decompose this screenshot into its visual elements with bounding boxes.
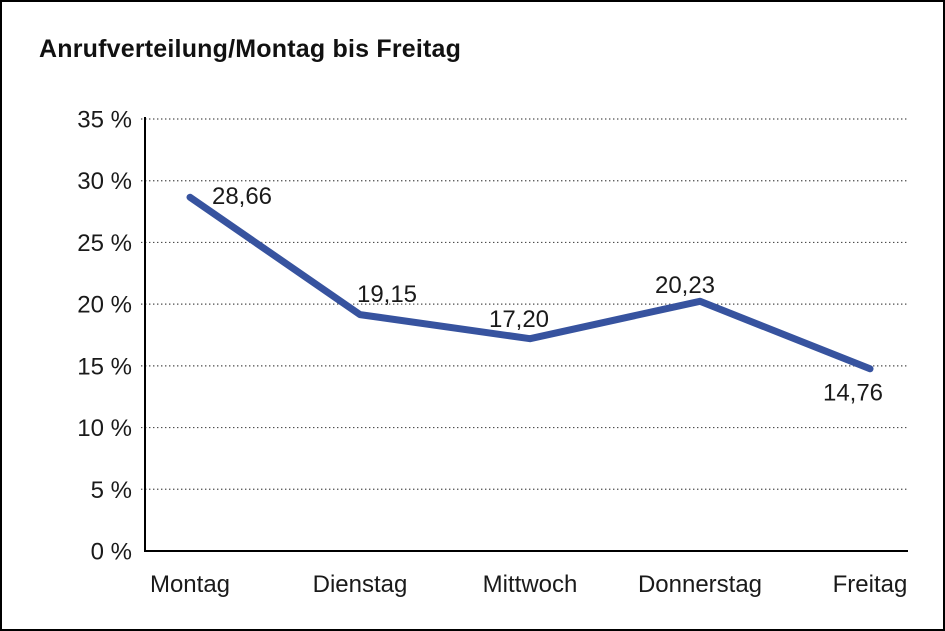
data-point-label: 19,15 bbox=[357, 281, 417, 308]
y-tick-label: 0 % bbox=[91, 539, 132, 566]
y-tick-label: 10 % bbox=[77, 415, 132, 442]
data-point-label: 17,20 bbox=[489, 306, 549, 333]
data-line bbox=[186, 193, 874, 373]
data-point-label: 20,23 bbox=[655, 272, 715, 299]
y-tick-label: 20 % bbox=[77, 292, 132, 319]
x-category-label: Donnerstag bbox=[638, 571, 762, 598]
x-category-label: Montag bbox=[150, 571, 230, 598]
chart-title: Anrufverteilung/Montag bis Freitag bbox=[39, 35, 462, 63]
y-tick-label: 5 % bbox=[91, 477, 132, 504]
x-category-label: Dienstag bbox=[313, 571, 408, 598]
x-category-label: Mittwoch bbox=[483, 571, 578, 598]
y-tick-label: 30 % bbox=[77, 168, 132, 195]
y-tick-label: 35 % bbox=[77, 107, 132, 134]
data-point-label: 28,66 bbox=[212, 183, 272, 210]
y-tick-label: 15 % bbox=[77, 353, 132, 380]
data-point-label: 14,76 bbox=[823, 379, 883, 406]
y-tick-label: 25 % bbox=[77, 230, 132, 257]
x-category-label: Freitag bbox=[833, 571, 908, 598]
